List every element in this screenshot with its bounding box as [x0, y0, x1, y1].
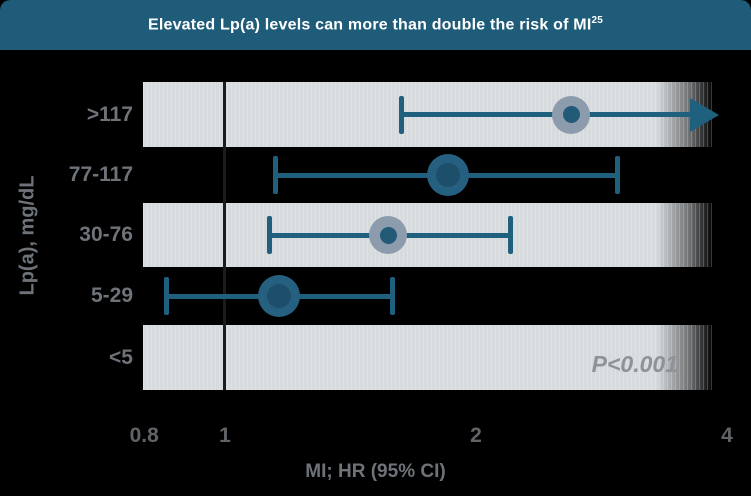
chart-title-text: Elevated Lp(a) levels can more than doub… [147, 16, 592, 34]
category-label: 30-76 [79, 223, 133, 246]
ci-arrow-right-icon [690, 97, 719, 132]
category-label: <5 [109, 345, 133, 369]
chart-title-reference-superscript: 25 [591, 15, 604, 27]
p-value-annotation: P<0.001 [591, 351, 678, 377]
category-label: >117 [86, 102, 133, 126]
ci-cap-right [615, 156, 621, 194]
ci-bar [401, 112, 691, 117]
ci-cap-left [163, 277, 169, 315]
ci-cap-right [390, 277, 396, 315]
x-tick-label: 4 [721, 424, 733, 447]
category-label: 77-117 [68, 163, 133, 186]
ci-cap-left [399, 95, 405, 134]
x-tick-label: 1 [219, 424, 231, 447]
category-label: 5-29 [90, 284, 133, 307]
hr-marker-dot [435, 163, 460, 187]
ci-cap-left [273, 156, 279, 194]
x-tick-label: 0.8 [129, 424, 159, 447]
chart-title-bar: Elevated Lp(a) levels can more than doub… [0, 0, 751, 50]
ci-cap-left [266, 216, 272, 254]
x-axis-title: MI; HR (95% CI) [305, 461, 446, 482]
x-tick-label: 2 [470, 424, 482, 447]
hr-marker-dot [379, 226, 397, 244]
chart-title: Elevated Lp(a) levels can more than doub… [148, 15, 603, 34]
ci-cap-right [508, 216, 513, 254]
reference-line-hr1 [223, 82, 226, 390]
hr-marker-dot [562, 106, 580, 123]
grid-band [143, 325, 713, 390]
hr-marker-dot [266, 284, 291, 308]
